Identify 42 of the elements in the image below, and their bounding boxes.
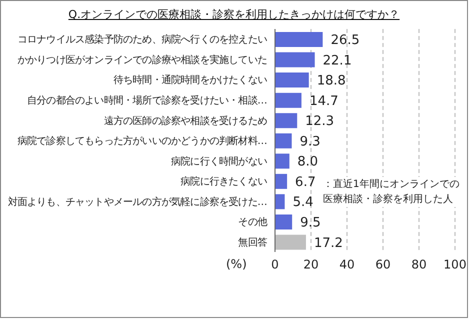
x-tick-label: 60 [375, 258, 391, 272]
x-tick-label: 100 [444, 258, 466, 272]
y-tick-label: 無回答 [238, 236, 268, 248]
x-tick-label: 80 [411, 258, 427, 272]
y-tick-label: コロナウイルス感染予防のため、病院へ行くのを控えたい [17, 34, 268, 46]
y-tick-label: 病院に行く時間がない [170, 155, 268, 168]
bar [275, 92, 302, 108]
y-tick-label: 対面よりも、チャットやメールの方が気軽に診察を受けた… [8, 196, 267, 208]
annotation: ：直近1年間にオンラインでの医療相談・診察を利用した人 [323, 177, 463, 207]
bar [275, 194, 285, 210]
data-label: 14.7 [309, 94, 338, 109]
x-tick-label: 0 [271, 258, 279, 272]
bar [275, 133, 292, 148]
bar [275, 174, 288, 189]
y-tick-label: その他 [238, 216, 268, 228]
y-tick-label: 待ち時間・通院時間をかけたくない [113, 74, 268, 86]
y-tick-label: 病院に行きたくない [180, 176, 268, 188]
data-label: 8.0 [297, 154, 318, 170]
data-label: 18.8 [316, 74, 346, 89]
bar [275, 214, 292, 230]
bar [275, 234, 306, 250]
data-label: 5.4 [292, 195, 314, 210]
chart-title: Q.オンラインでの医療相談・診察を利用したきっかけは何ですか？ [67, 7, 401, 22]
y-tick-label: かかりつけ医がオンラインでの診療や相談を実施していた [17, 54, 268, 66]
x-tick-label: 40 [339, 258, 355, 272]
x-tick-label: 20 [303, 258, 319, 272]
y-tick-label: 病院で診察してもらった方がいいのかどうかの判断材料… [17, 135, 267, 148]
bar [275, 32, 323, 47]
x-axis-title: (%) [226, 257, 247, 271]
y-tick-label: 自分の都合のよい時間・場所で診察を受けたい・相談… [26, 94, 267, 107]
bar [275, 154, 290, 169]
data-label: 26.5 [330, 33, 360, 48]
bar [275, 52, 315, 68]
data-label: 9.5 [300, 216, 321, 231]
data-label: 6.7 [295, 174, 316, 190]
data-label: 17.2 [314, 236, 343, 251]
data-label: 9.3 [300, 134, 320, 150]
y-tick-label: 遠方の医師の診察や相談を受けるため [104, 114, 268, 127]
bar [275, 113, 298, 128]
data-label: 12.3 [305, 114, 334, 130]
data-label: 22.1 [322, 53, 352, 68]
bar [275, 72, 309, 88]
